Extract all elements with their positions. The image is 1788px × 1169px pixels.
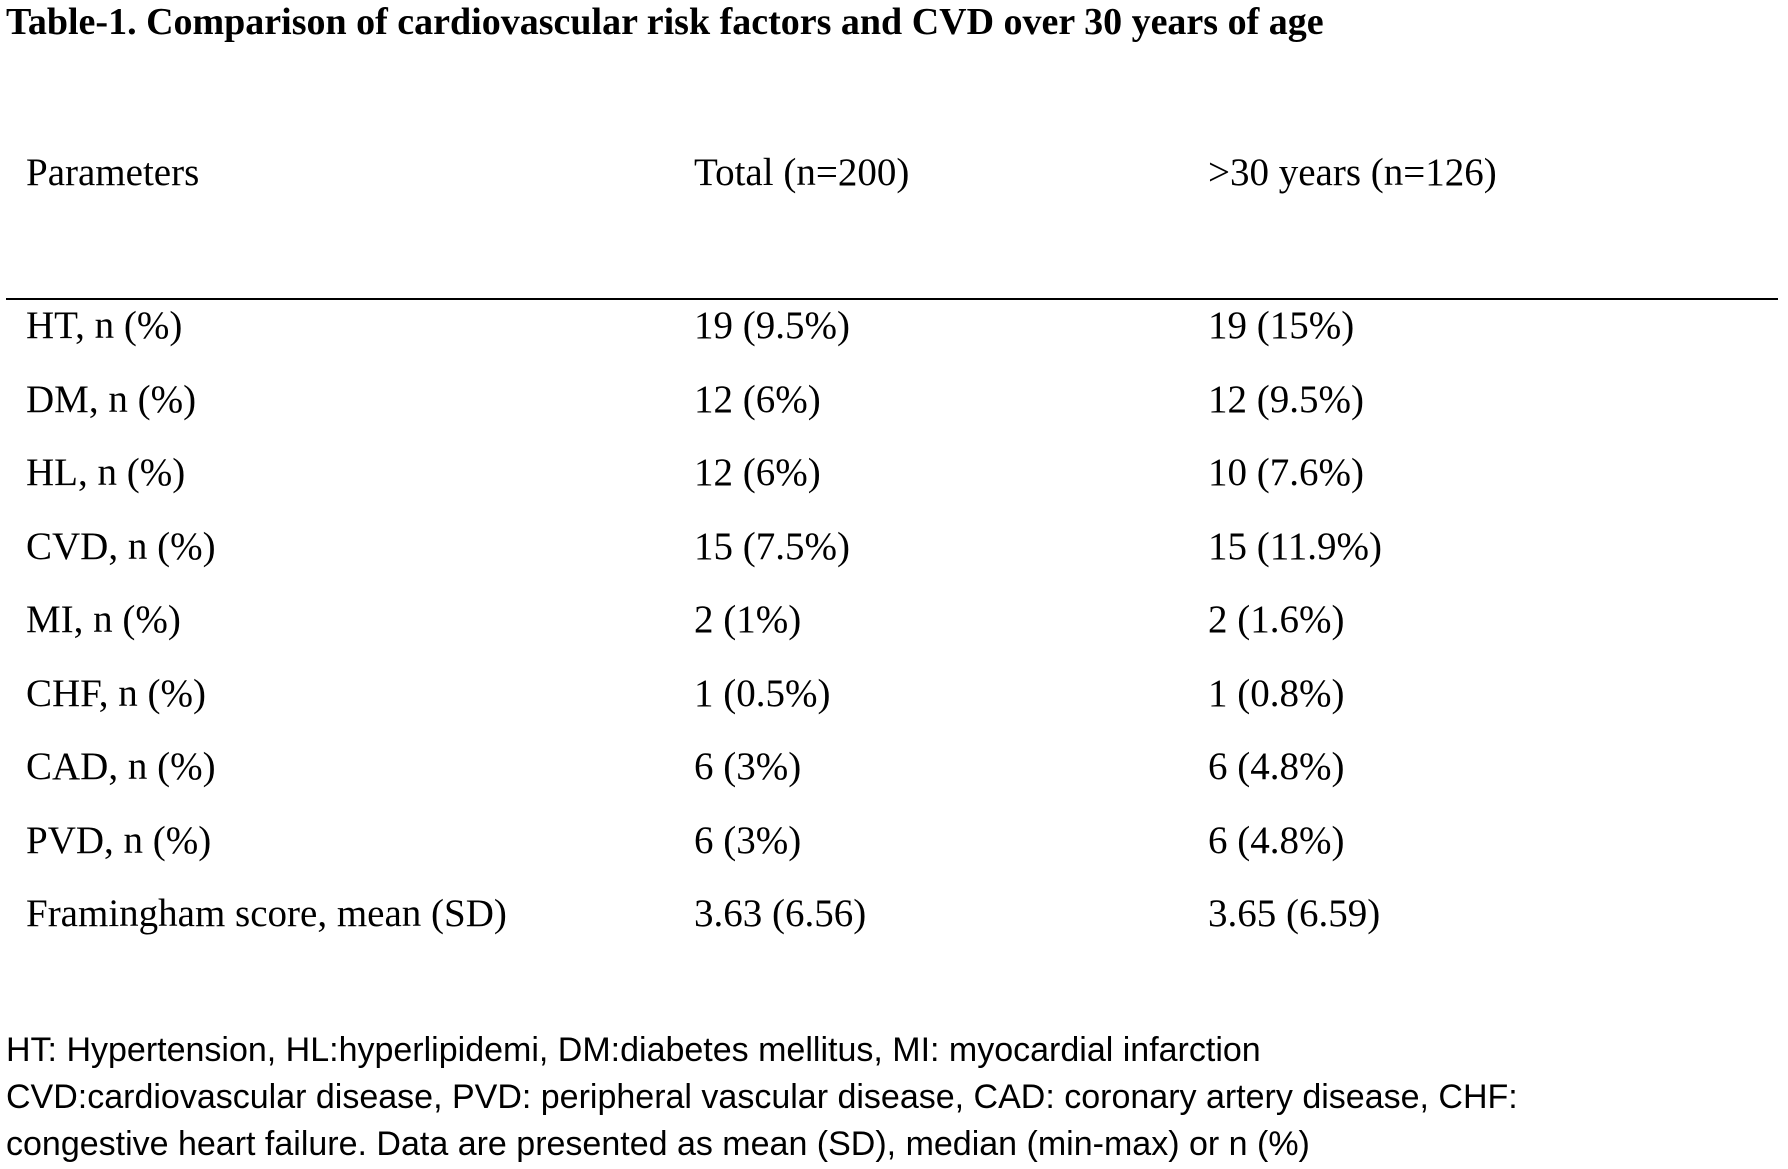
table-row: CVD, n (%) 15 (7.5%) 15 (11.9%) xyxy=(0,524,1788,598)
row-total-value: 2 (1%) xyxy=(694,598,802,641)
table-body: HT, n (%) 19 (9.5%) 19 (15%) DM, n (%) 1… xyxy=(0,303,1788,965)
table-row: MI, n (%) 2 (1%) 2 (1.6%) xyxy=(0,597,1788,671)
row-label: CVD, n (%) xyxy=(26,524,216,568)
header-divider xyxy=(6,298,1778,300)
footnote-line: HT: Hypertension, HL:hyperlipidemi, DM:d… xyxy=(6,1031,1261,1069)
row-total-value: 15 (7.5%) xyxy=(694,524,850,568)
table-row: CAD, n (%) 6 (3%) 6 (4.8%) xyxy=(0,744,1788,818)
row-over-30-value: 1 (0.8%) xyxy=(1208,671,1345,715)
row-over-30-value: 10 (7.6%) xyxy=(1208,451,1364,494)
column-header-parameters: Parameters xyxy=(26,151,200,194)
row-over-30-value: 12 (9.5%) xyxy=(1208,377,1364,421)
row-over-30-value: 19 (15%) xyxy=(1208,304,1355,347)
footnote-line: congestive heart failure. Data are prese… xyxy=(6,1125,1310,1163)
row-label: HL, n (%) xyxy=(26,451,186,494)
footnote-line: CVD:cardiovascular disease, PVD: periphe… xyxy=(6,1078,1518,1116)
row-total-value: 6 (3%) xyxy=(694,745,802,788)
row-total-value: 12 (6%) xyxy=(694,451,821,494)
row-over-30-value: 6 (4.8%) xyxy=(1208,818,1345,862)
row-label: MI, n (%) xyxy=(26,598,181,641)
table-row: Framingham score, mean (SD) 3.63 (6.56) … xyxy=(0,891,1788,965)
row-label: Framingham score, mean (SD) xyxy=(26,892,507,935)
row-label: DM, n (%) xyxy=(26,377,197,421)
column-header-total: Total (n=200) xyxy=(694,151,910,194)
row-total-value: 12 (6%) xyxy=(694,377,821,421)
table-title: Table-1. Comparison of cardiovascular ri… xyxy=(6,1,1324,43)
row-over-30-value: 15 (11.9%) xyxy=(1208,524,1383,568)
row-total-value: 19 (9.5%) xyxy=(694,304,850,347)
table-row: HL, n (%) 12 (6%) 10 (7.6%) xyxy=(0,450,1788,524)
row-total-value: 6 (3%) xyxy=(694,818,802,862)
table-row: PVD, n (%) 6 (3%) 6 (4.8%) xyxy=(0,818,1788,892)
row-label: PVD, n (%) xyxy=(26,818,212,862)
row-over-30-value: 6 (4.8%) xyxy=(1208,745,1345,788)
row-over-30-value: 3.65 (6.59) xyxy=(1208,892,1381,935)
table-header-row: Parameters Total (n=200) >30 years (n=12… xyxy=(0,150,1788,200)
row-total-value: 1 (0.5%) xyxy=(694,671,831,715)
table-row: HT, n (%) 19 (9.5%) 19 (15%) xyxy=(0,303,1788,377)
table-row: CHF, n (%) 1 (0.5%) 1 (0.8%) xyxy=(0,671,1788,745)
column-header-over-30: >30 years (n=126) xyxy=(1208,151,1497,194)
row-total-value: 3.63 (6.56) xyxy=(694,892,867,935)
row-label: CAD, n (%) xyxy=(26,745,216,788)
row-label: HT, n (%) xyxy=(26,304,183,347)
table-row: DM, n (%) 12 (6%) 12 (9.5%) xyxy=(0,377,1788,451)
table-footnote: HT: Hypertension, HL:hyperlipidemi, DM:d… xyxy=(6,1027,1776,1168)
row-label: CHF, n (%) xyxy=(26,671,206,715)
row-over-30-value: 2 (1.6%) xyxy=(1208,598,1345,641)
